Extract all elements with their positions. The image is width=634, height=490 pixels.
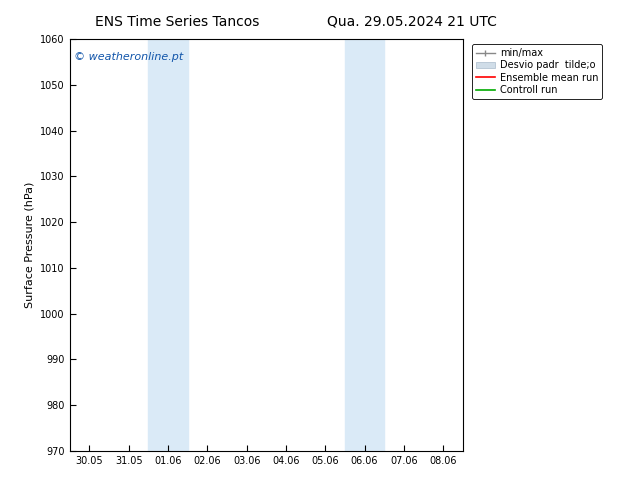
- Text: Qua. 29.05.2024 21 UTC: Qua. 29.05.2024 21 UTC: [327, 15, 497, 29]
- Bar: [345, 39, 384, 451]
- Text: © weatheronline.pt: © weatheronline.pt: [74, 51, 183, 62]
- Legend: min/max, Desvio padr  tilde;o, Ensemble mean run, Controll run: min/max, Desvio padr tilde;o, Ensemble m…: [472, 44, 602, 99]
- Text: ENS Time Series Tancos: ENS Time Series Tancos: [95, 15, 260, 29]
- Bar: [148, 39, 188, 451]
- Y-axis label: Surface Pressure (hPa): Surface Pressure (hPa): [25, 182, 35, 308]
